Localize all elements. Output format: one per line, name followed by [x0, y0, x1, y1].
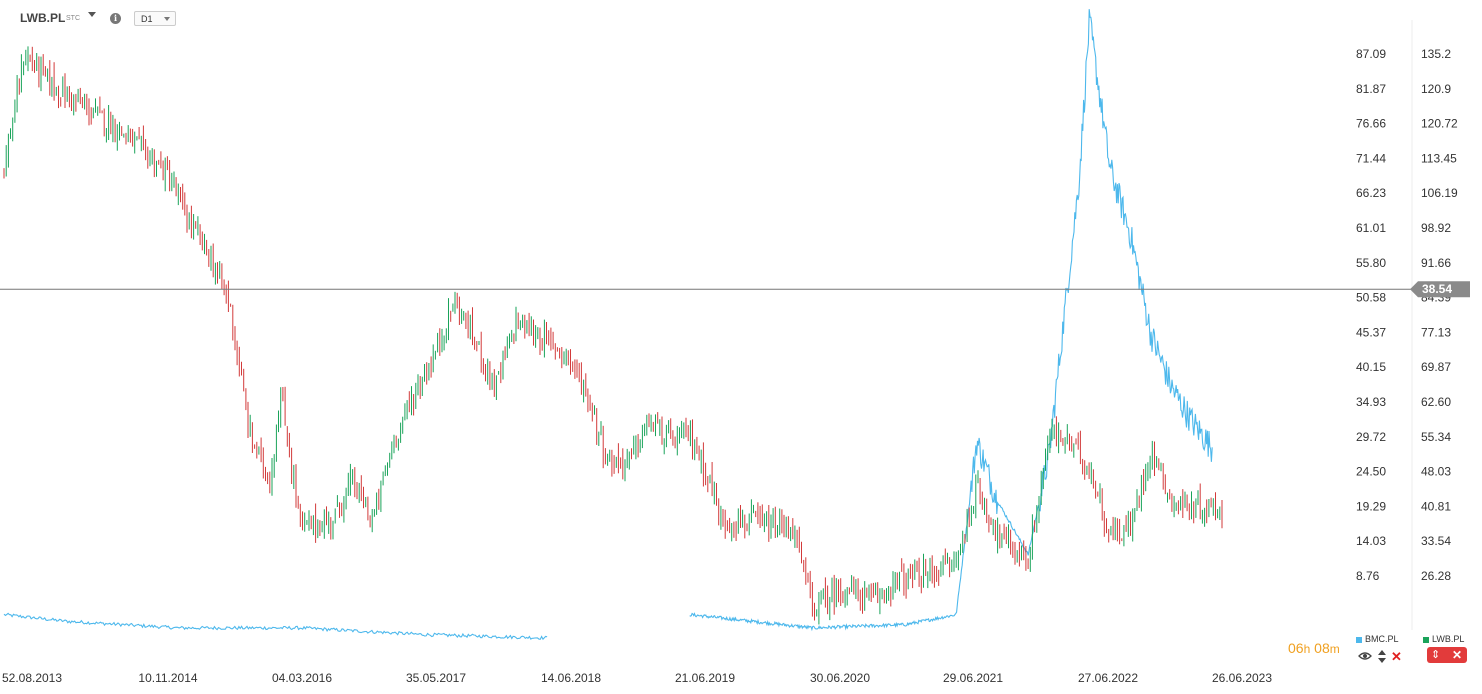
- right-axis-tick: 62.60: [1421, 395, 1451, 409]
- x-axis-tick: 26.06.2023: [1212, 671, 1272, 685]
- lwb-swatch: [1423, 636, 1429, 643]
- sort-updown-icon[interactable]: [1377, 650, 1387, 663]
- right-price-axis: 135.2120.9120.72113.45106.1998.9291.6684…: [1411, 20, 1458, 630]
- left-axis-tick: 34.93: [1356, 395, 1386, 409]
- time-axis: 52.08.2013 10.11.2014 04.03.2016 35.05.2017…: [2, 671, 1272, 685]
- x-axis-tick: 04.03.2016: [272, 671, 332, 685]
- left-axis-tick: 8.76: [1356, 569, 1380, 583]
- timeframe-label: D1: [141, 14, 153, 24]
- symbol-type: STC: [66, 15, 80, 22]
- timer-minutes-unit: m: [1329, 642, 1340, 656]
- left-axis-tick: 61.01: [1356, 221, 1386, 235]
- right-axis-tick: 33.54: [1421, 534, 1451, 548]
- x-axis-tick: 21.06.2019: [675, 671, 735, 685]
- left-axis-tick: 55.80: [1356, 256, 1386, 270]
- x-axis-tick: 29.06.2021: [943, 671, 1003, 685]
- left-price-axis: 87.09 81.87 76.66 71.44 66.23 61.01 55.80 50.58…: [1356, 47, 1386, 583]
- info-icon[interactable]: i: [110, 13, 121, 24]
- chevron-down-icon: [164, 17, 170, 21]
- left-axis-tick: 29.72: [1356, 430, 1386, 444]
- current-price-tag-bg: [1410, 281, 1470, 298]
- right-axis-tick: 48.03: [1421, 465, 1451, 479]
- lwb-candles: [3, 46, 1223, 625]
- timeframe-select[interactable]: D1: [134, 11, 176, 26]
- current-price-tag: 38.54: [1410, 281, 1470, 298]
- timer-hours-unit: h: [1303, 642, 1311, 656]
- x-axis-tick: 14.06.2018: [541, 671, 601, 685]
- series-settings-icon[interactable]: ⇕: [1431, 649, 1441, 661]
- right-axis-tick: 26.28: [1421, 569, 1451, 583]
- right-axis-tick: 98.92: [1421, 221, 1451, 235]
- right-axis-tick: 77.13: [1421, 325, 1451, 339]
- legend-lwb-name: LWB.PL: [1432, 634, 1465, 644]
- close-icon[interactable]: ✕: [1452, 648, 1463, 662]
- bmc-line-segment: [689, 9, 1213, 632]
- legend-bmc-name: BMC.PL: [1365, 634, 1399, 644]
- left-axis-tick: 50.58: [1356, 291, 1386, 305]
- left-axis-tick: 24.50: [1356, 465, 1386, 479]
- right-axis-tick: 91.66: [1421, 256, 1451, 270]
- candle-timer: 06h 08m: [1288, 640, 1340, 656]
- x-axis-tick: 10.11.2014: [138, 671, 197, 685]
- right-axis-tick: 135.2: [1421, 47, 1451, 61]
- bmc-compare-series: [3, 9, 1213, 641]
- x-axis-tick: 27.06.2022: [1078, 671, 1138, 685]
- lwb-series-controls[interactable]: ⇕ ✕: [1427, 647, 1467, 663]
- legend-lwb: LWB.PL: [1423, 634, 1464, 644]
- legend-bmc: BMC.PL: [1356, 634, 1399, 644]
- x-axis-tick: 30.06.2020: [810, 671, 870, 685]
- right-axis-tick: 69.87: [1421, 360, 1451, 374]
- left-axis-tick: 19.29: [1356, 499, 1386, 513]
- x-axis-tick: 52.08.2013: [2, 671, 62, 685]
- left-axis-tick: 40.15: [1356, 360, 1386, 374]
- close-icon[interactable]: ✕: [1391, 649, 1402, 664]
- left-axis-tick: 87.09: [1356, 47, 1386, 61]
- chart-header: LWB.PL STC i D1: [0, 0, 600, 34]
- bmc-swatch: [1356, 636, 1362, 643]
- bmc-line-segment: [3, 612, 548, 641]
- current-price-value: 38.54: [1422, 282, 1452, 296]
- symbol-dropdown-icon[interactable]: [88, 12, 96, 17]
- right-axis-tick: 113.45: [1421, 151, 1457, 165]
- left-axis-tick: 76.66: [1356, 117, 1386, 131]
- eye-icon[interactable]: [1358, 651, 1372, 661]
- right-axis-tick: 40.81: [1421, 499, 1451, 513]
- left-axis-tick: 14.03: [1356, 534, 1386, 548]
- right-axis-tick: 106.19: [1421, 186, 1458, 200]
- x-axis-tick: 35.05.2017: [406, 671, 466, 685]
- timer-minutes: 08: [1314, 640, 1330, 656]
- symbol-name[interactable]: LWB.PL: [20, 11, 66, 25]
- right-axis-tick: 120.72: [1421, 117, 1458, 131]
- timer-hours: 06: [1288, 640, 1304, 656]
- left-axis-tick: 71.44: [1356, 151, 1386, 165]
- right-axis-tick: 120.9: [1421, 82, 1451, 96]
- left-axis-tick: 66.23: [1356, 186, 1386, 200]
- left-axis-tick: 81.87: [1356, 82, 1386, 96]
- left-axis-tick: 45.37: [1356, 325, 1386, 339]
- right-axis-tick: 55.34: [1421, 430, 1451, 444]
